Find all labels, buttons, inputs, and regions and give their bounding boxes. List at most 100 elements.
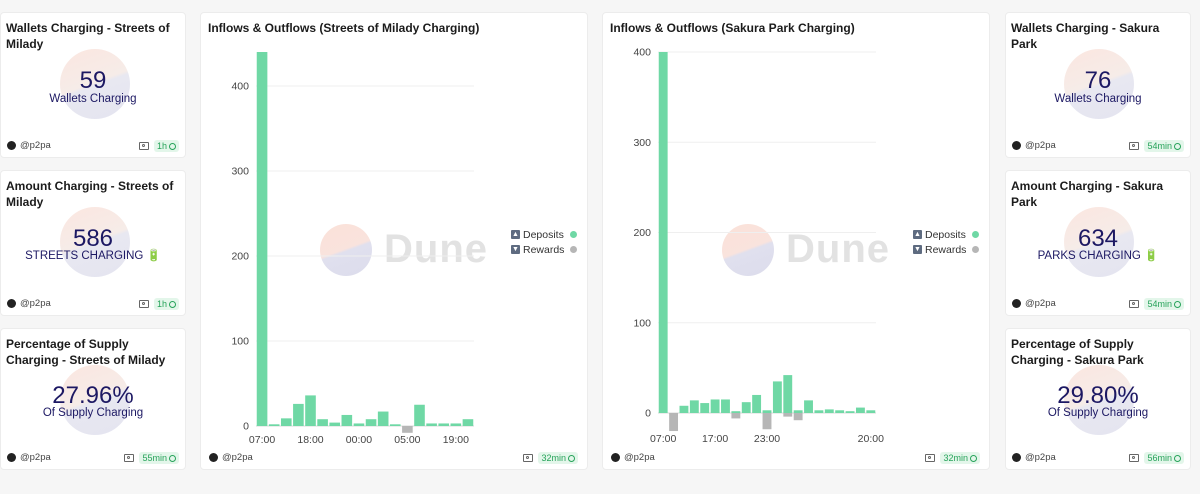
- y-tick-label: 400: [231, 81, 249, 93]
- reward-bar: [793, 413, 803, 421]
- card-title[interactable]: Amount Charging - Sakura Park: [1011, 179, 1164, 209]
- card-title[interactable]: Wallets Charging - Streets of Milady: [6, 21, 170, 51]
- deposit-bar: [741, 402, 751, 413]
- counter-label: Wallets Charging: [49, 93, 137, 105]
- deposit-bar: [353, 423, 365, 426]
- legend-item-deposits[interactable]: ▲ Deposits: [913, 227, 979, 242]
- counter-card-milady-percent: Percentage of Supply Charging - Streets …: [0, 328, 186, 470]
- x-tick-label: 19:00: [443, 434, 469, 446]
- chart-title[interactable]: Inflows & Outflows (Sakura Park Charging…: [610, 21, 855, 35]
- check-circle-icon: [1174, 300, 1181, 308]
- chart-plot: 0 100 200 300 400 07:00 17:00 23:00 20:00: [633, 47, 884, 446]
- refresh-badge[interactable]: 1h: [153, 140, 179, 152]
- card-title[interactable]: Wallets Charging - Sakura Park: [1011, 21, 1160, 51]
- legend-label: Rewards: [523, 243, 565, 256]
- counter-label: PARKS CHARGING 🔋: [1037, 250, 1159, 262]
- author-avatar-icon: [7, 299, 16, 308]
- check-circle-icon: [970, 454, 977, 462]
- deposit-bar: [462, 419, 474, 426]
- author-link[interactable]: @p2pa: [1012, 298, 1056, 309]
- legend-item-deposits[interactable]: ▲ Deposits: [511, 227, 577, 242]
- arrow-down-icon: ▼: [511, 245, 520, 254]
- counter-label: Wallets Charging: [1054, 93, 1142, 105]
- author-name: @p2pa: [624, 452, 655, 463]
- deposit-bar: [305, 395, 316, 426]
- author-link[interactable]: @p2pa: [209, 452, 253, 463]
- counter-background: [60, 207, 130, 277]
- counter-card-sakura-amount: Amount Charging - Sakura Park 634 PARKS …: [1005, 170, 1191, 316]
- counter-background: [60, 49, 130, 119]
- author-avatar-icon: [7, 141, 16, 150]
- author-avatar-icon: [1012, 299, 1021, 308]
- refresh-badge[interactable]: 54min: [1144, 298, 1184, 310]
- counter-value: 29.80%: [1057, 382, 1139, 409]
- counter-value: 586: [72, 225, 114, 252]
- legend-item-rewards[interactable]: ▼ Rewards: [913, 242, 980, 257]
- reward-bar: [731, 413, 741, 419]
- refresh-time: 55min: [142, 453, 167, 463]
- camera-icon[interactable]: [1129, 142, 1140, 150]
- counter-background: [60, 365, 130, 435]
- camera-icon[interactable]: [1129, 300, 1140, 308]
- check-circle-icon: [169, 142, 176, 150]
- deposit-bar: [824, 409, 834, 413]
- camera-icon[interactable]: [124, 454, 135, 462]
- camera-icon[interactable]: [523, 454, 534, 462]
- deposit-bar: [389, 424, 401, 426]
- author-name: @p2pa: [222, 452, 253, 463]
- deposit-bar: [317, 419, 328, 426]
- reward-bar: [402, 426, 413, 433]
- refresh-badge[interactable]: 56min: [1144, 452, 1184, 464]
- refresh-badge[interactable]: 1h: [153, 298, 179, 310]
- card-title[interactable]: Amount Charging - Streets of Milady: [6, 179, 174, 209]
- author-link[interactable]: @p2pa: [7, 140, 51, 151]
- legend-dot: [972, 246, 980, 253]
- card-title[interactable]: Percentage of Supply Charging - Sakura P…: [1011, 337, 1144, 367]
- check-circle-icon: [568, 454, 575, 462]
- deposit-bar: [700, 403, 710, 413]
- deposit-bar: [450, 423, 462, 426]
- y-tick-label: 200: [231, 251, 249, 263]
- author-link[interactable]: @p2pa: [1012, 140, 1056, 151]
- check-circle-icon: [1174, 142, 1181, 150]
- y-tick-label: 300: [633, 137, 651, 149]
- author-name: @p2pa: [1025, 140, 1056, 151]
- camera-icon[interactable]: [1129, 454, 1140, 462]
- dune-logo-icon: [320, 224, 372, 276]
- chart-title[interactable]: Inflows & Outflows (Streets of Milady Ch…: [208, 21, 480, 35]
- legend-label: Deposits: [523, 228, 564, 241]
- author-avatar-icon: [209, 453, 218, 462]
- refresh-badge[interactable]: 32min: [940, 452, 980, 464]
- legend-label: Rewards: [925, 243, 967, 256]
- refresh-badge[interactable]: 32min: [538, 452, 578, 464]
- deposit-bar: [426, 423, 437, 426]
- card-title[interactable]: Percentage of Supply Charging - Streets …: [6, 337, 166, 367]
- author-link[interactable]: @p2pa: [611, 452, 655, 463]
- chart-card-sakura: Inflows & Outflows (Sakura Park Charging…: [602, 12, 990, 470]
- deposit-bar: [341, 414, 353, 426]
- legend-item-rewards[interactable]: ▼ Rewards: [511, 242, 578, 257]
- camera-icon[interactable]: [138, 300, 149, 308]
- camera-icon[interactable]: [138, 142, 149, 150]
- refresh-time: 32min: [943, 453, 968, 463]
- y-tick-label: 0: [243, 421, 249, 433]
- author-link[interactable]: @p2pa: [1012, 452, 1056, 463]
- counter-background: [1064, 365, 1134, 435]
- author-link[interactable]: @p2pa: [7, 452, 51, 463]
- deposit-bar: [268, 424, 280, 426]
- refresh-badge[interactable]: 55min: [139, 452, 179, 464]
- check-circle-icon: [169, 300, 176, 308]
- chart-card-milady: Inflows & Outflows (Streets of Milady Ch…: [200, 12, 588, 470]
- deposit-bar: [814, 410, 824, 413]
- legend-dot: [971, 231, 979, 238]
- deposit-bar: [855, 407, 865, 413]
- author-avatar-icon: [1012, 141, 1021, 150]
- x-tick-label: 05:00: [394, 434, 420, 446]
- deposit-bar: [783, 375, 793, 413]
- author-link[interactable]: @p2pa: [7, 298, 51, 309]
- refresh-badge[interactable]: 54min: [1144, 140, 1184, 152]
- deposit-bar: [365, 419, 377, 426]
- watermark-text: Dune: [786, 227, 890, 271]
- camera-icon[interactable]: [925, 454, 936, 462]
- reward-bar: [669, 413, 679, 432]
